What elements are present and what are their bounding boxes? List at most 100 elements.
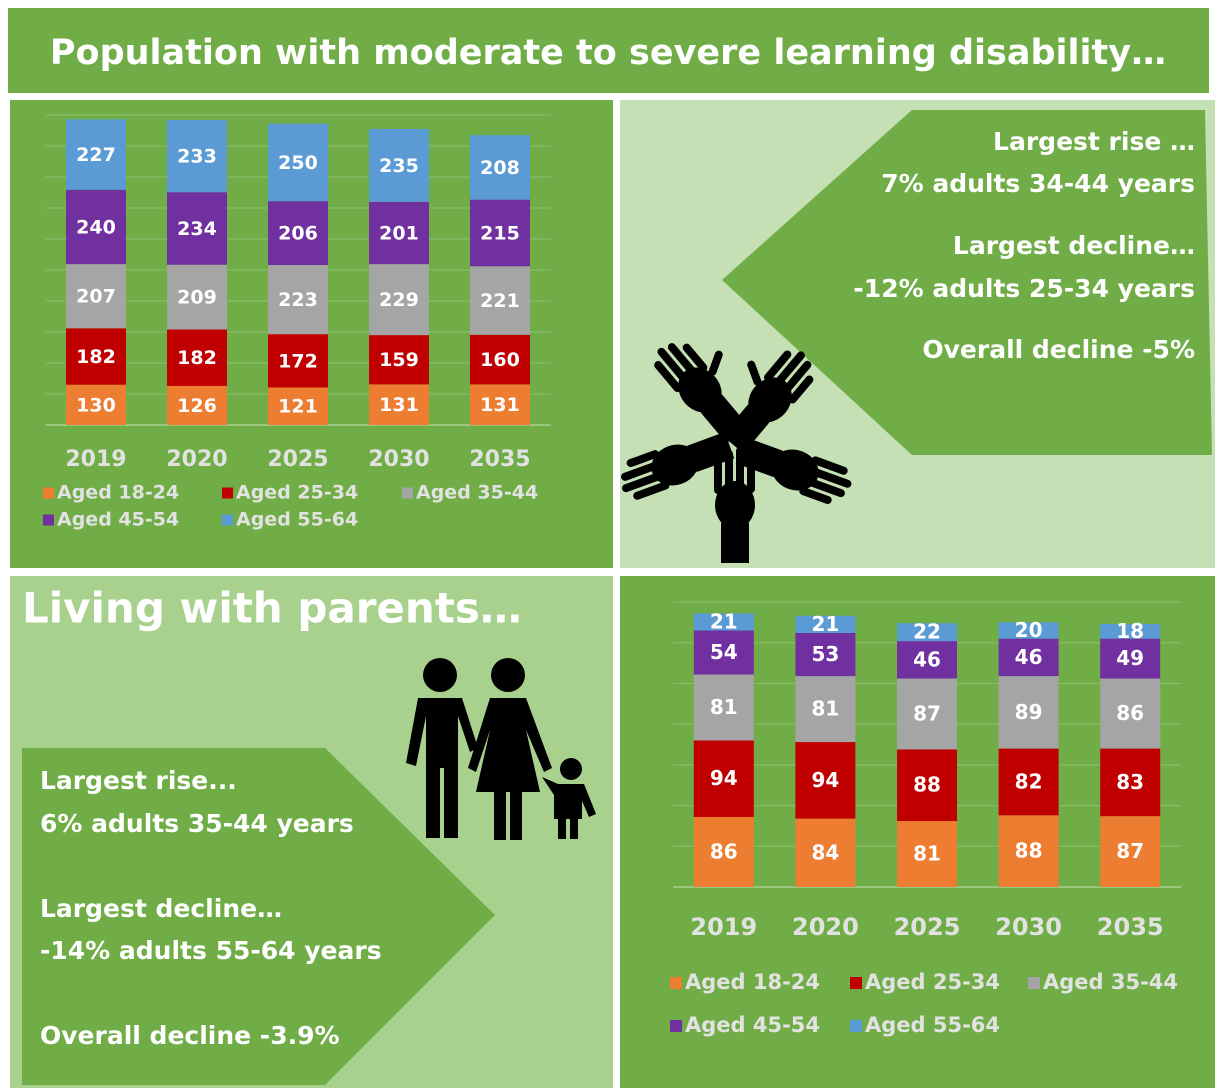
- legend-swatch: [850, 1020, 862, 1032]
- parents-line: 6% adults 35-44 years: [40, 809, 354, 838]
- bar-segment: [998, 676, 1059, 749]
- bar-segment: [66, 328, 126, 385]
- bar-segment: [66, 119, 126, 190]
- value-label: 182: [177, 347, 217, 369]
- value-label: 208: [480, 157, 520, 179]
- bar-segment: [268, 387, 328, 425]
- bar-segment: [998, 622, 1059, 639]
- parents-arrow: [22, 748, 495, 1085]
- legend-label: Aged 45-54: [57, 509, 179, 531]
- value-label: 81: [913, 842, 941, 866]
- bar-segment: [369, 201, 429, 265]
- bar-segment: [897, 641, 957, 679]
- bar-segment: [998, 638, 1059, 677]
- value-label: 160: [480, 349, 520, 371]
- value-label: 172: [278, 350, 318, 372]
- parents-title: Living with parents…: [22, 584, 522, 633]
- summary-line: Overall decline -5%: [922, 335, 1195, 364]
- bar-segment: [369, 264, 429, 336]
- legend-label: Aged 35-44: [1043, 970, 1178, 994]
- summary-arrow: [722, 110, 1212, 455]
- value-label: 121: [278, 396, 318, 418]
- hands-icon: [621, 343, 852, 563]
- bar-segment: [167, 119, 227, 193]
- value-label: 131: [480, 394, 520, 416]
- value-label: 206: [278, 223, 318, 245]
- title-bar: [8, 8, 1209, 93]
- bar-segment: [470, 135, 530, 200]
- value-label: 81: [811, 697, 839, 721]
- bar-segment: [795, 818, 856, 887]
- value-label: 201: [379, 222, 419, 244]
- value-label: 83: [1116, 770, 1144, 794]
- bar-segment: [268, 334, 328, 388]
- bar-segment: [369, 384, 429, 425]
- value-label: 234: [177, 218, 217, 240]
- bar-segment: [693, 740, 754, 817]
- value-label: 21: [710, 609, 738, 633]
- bar-segment: [167, 385, 227, 425]
- bar-segment: [998, 815, 1059, 887]
- bar-segment: [897, 821, 957, 887]
- value-label: 20: [1015, 618, 1043, 642]
- bar-segment: [693, 816, 754, 887]
- value-label: 94: [710, 766, 738, 790]
- legend-label: Aged 18-24: [685, 970, 820, 994]
- value-label: 18: [1116, 619, 1144, 643]
- bar-segment: [167, 264, 227, 330]
- parents-line: Largest rise...: [40, 766, 237, 795]
- bar-segment: [1100, 748, 1161, 817]
- value-label: 46: [913, 647, 941, 671]
- legend-label: Aged 45-54: [685, 1013, 820, 1037]
- legend-label: Aged 55-64: [236, 509, 358, 531]
- value-label: 235: [379, 155, 419, 177]
- summary-line: Largest rise …: [993, 127, 1195, 156]
- value-label: 49: [1116, 646, 1144, 670]
- value-label: 233: [177, 146, 217, 168]
- bar-segment: [693, 613, 754, 631]
- value-label: 22: [913, 620, 941, 644]
- x-tick-label: 2035: [469, 447, 530, 472]
- family-icon: [406, 658, 596, 840]
- legend-swatch: [402, 487, 413, 499]
- value-label: 86: [1116, 701, 1144, 725]
- bar-segment: [693, 630, 754, 675]
- bar-segment: [795, 742, 856, 819]
- legend-label: Aged 25-34: [236, 482, 358, 504]
- x-tick-label: 2030: [368, 447, 429, 472]
- value-label: 221: [480, 290, 520, 312]
- bar-segment: [369, 128, 429, 202]
- value-label: 87: [1116, 839, 1144, 863]
- x-tick-label: 2035: [1097, 913, 1164, 941]
- parents-line: Largest decline…: [40, 894, 282, 923]
- parents-text: Largest rise... 6% adults 35-44 years La…: [40, 766, 382, 1050]
- x-tick-label: 2019: [690, 913, 757, 941]
- value-label: 227: [76, 144, 116, 166]
- value-label: 81: [710, 695, 738, 719]
- x-tick-label: 2020: [792, 913, 859, 941]
- value-label: 82: [1015, 769, 1043, 793]
- bar-segment: [66, 264, 126, 329]
- value-label: 215: [480, 222, 520, 244]
- parents-line: -14% adults 55-64 years: [40, 936, 382, 965]
- bar-segment: [693, 674, 754, 741]
- x-tick-label: 2030: [995, 913, 1062, 941]
- value-label: 89: [1015, 700, 1043, 724]
- value-label: 182: [76, 346, 116, 368]
- parents-line: Overall decline -3.9%: [40, 1021, 340, 1050]
- value-label: 46: [1015, 645, 1043, 669]
- legend-label: Aged 25-34: [865, 970, 1000, 994]
- bar-segment: [268, 201, 328, 266]
- summary-line: 7% adults 34-44 years: [881, 169, 1195, 198]
- bar-segment: [470, 199, 530, 267]
- bar-segment: [470, 266, 530, 335]
- value-label: 250: [278, 152, 318, 174]
- value-label: 240: [76, 216, 116, 238]
- bar-segment: [167, 192, 227, 265]
- bar-segment: [66, 189, 126, 265]
- x-tick-label: 2025: [267, 447, 328, 472]
- bar-segment: [268, 123, 328, 202]
- bar-segment: [795, 676, 856, 743]
- legend-swatch: [43, 487, 54, 499]
- bar-segment: [897, 678, 957, 750]
